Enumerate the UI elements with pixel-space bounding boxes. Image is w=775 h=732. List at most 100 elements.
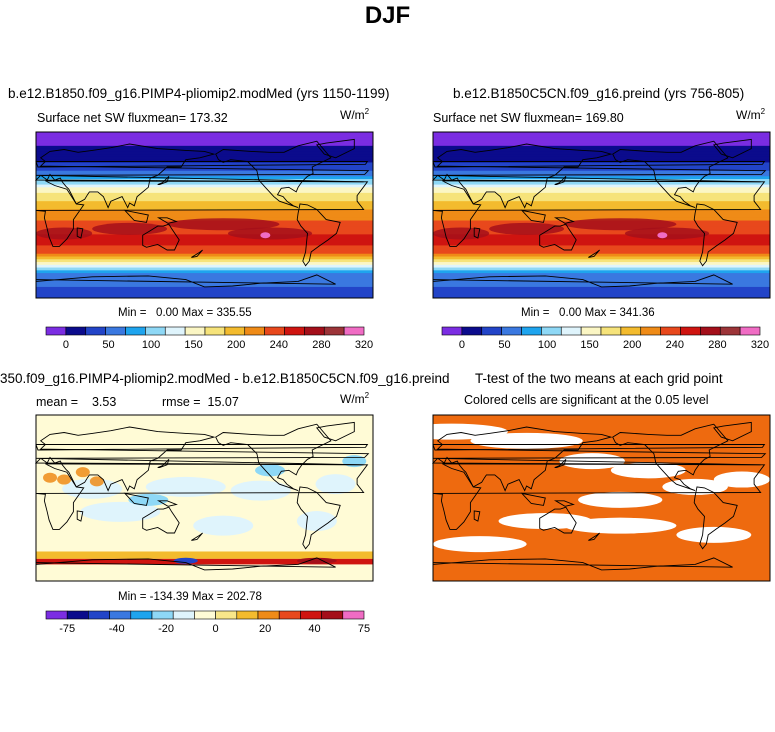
flux-band	[433, 143, 770, 147]
flux-band	[433, 206, 770, 210]
flux-band	[433, 192, 770, 197]
flux-band	[433, 134, 770, 138]
colorbar-swatch	[481, 326, 502, 336]
flux-band	[433, 278, 770, 282]
flux-peak	[260, 232, 271, 239]
landmass-2	[539, 223, 577, 251]
landmass-7	[553, 217, 575, 224]
panel3-title: 350.f09_g16.PIMP4-pliomip2.modMed - b.e1…	[0, 371, 450, 386]
panel2-units: W/m2	[736, 107, 766, 122]
diff-negative-area	[128, 493, 169, 506]
flux-peak	[657, 232, 668, 239]
colorbar-tick-label: 0	[63, 339, 69, 351]
landmass-3	[612, 423, 729, 492]
landmass-3	[612, 140, 729, 209]
flux-maximum	[624, 227, 710, 240]
flux-band	[433, 195, 770, 199]
not-significant-area	[713, 471, 770, 488]
panel1-map	[34, 131, 374, 299]
flux-band	[36, 248, 373, 252]
flux-band	[36, 273, 373, 277]
landmass-3	[215, 423, 332, 492]
flux-band	[36, 295, 373, 299]
flux-band	[36, 154, 373, 158]
diff-negative-area	[230, 480, 291, 501]
flux-band	[433, 148, 770, 152]
map-frame	[35, 414, 374, 582]
flux-maximum	[489, 222, 565, 235]
colorbar-swatch	[109, 610, 132, 620]
flux-band	[433, 231, 770, 235]
landmass-10	[473, 510, 481, 522]
landmass-6	[520, 209, 546, 223]
flux-band	[36, 143, 373, 147]
not-significant-area	[564, 517, 677, 534]
colorbar-tick-label: 320	[751, 339, 769, 351]
landmass-3	[215, 140, 332, 209]
flux-band	[36, 270, 373, 274]
colorbar-swatch	[441, 326, 463, 336]
flux-band	[36, 234, 373, 238]
colorbar-tick-label: 240	[666, 339, 684, 351]
colorbar-tick-label: 280	[708, 339, 726, 351]
diff-positive-area	[89, 476, 104, 487]
flux-maximum	[167, 218, 280, 231]
flux-band	[433, 162, 770, 166]
panel4-map	[395, 414, 771, 582]
diff-negative-area	[145, 476, 226, 497]
flux-band	[433, 289, 770, 293]
flux-band	[36, 262, 373, 266]
flux-band	[36, 284, 373, 288]
landmass-8	[157, 175, 170, 186]
colorbar-swatch	[300, 610, 322, 620]
colorbar-swatch	[172, 610, 195, 620]
landmass-5	[712, 138, 752, 159]
colorbar-tick-label: 150	[184, 339, 202, 351]
colorbar-tick-label: 150	[580, 339, 598, 351]
flux-band	[433, 253, 770, 257]
flux-maximum	[433, 227, 490, 240]
colorbar-tick-label: 320	[355, 339, 373, 351]
landmass-6	[123, 209, 149, 223]
landmass-4	[693, 486, 738, 550]
flux-band	[433, 264, 770, 268]
flux-band	[36, 187, 373, 191]
coastlines	[431, 421, 767, 581]
panel2-subtitle: Surface net SW fluxmean= 169.80	[433, 111, 624, 125]
colorbar-swatch	[541, 326, 562, 336]
colorbar-swatch	[184, 326, 206, 336]
diff-negative-area	[255, 464, 286, 477]
diff-maximum	[296, 557, 337, 564]
flux-band	[36, 215, 373, 219]
diff-positive-area	[57, 474, 72, 485]
flux-band	[36, 253, 373, 257]
map-frame	[432, 131, 771, 299]
diff-positive-area	[43, 472, 58, 483]
landmass-2	[539, 506, 577, 534]
colorbar-tick-label: 20	[259, 623, 271, 635]
flux-band	[433, 250, 770, 255]
diff-negative-area	[62, 478, 123, 499]
flux-band	[36, 132, 373, 136]
flux-band	[36, 250, 373, 255]
panel4-title: T-test of the two means at each grid poi…	[475, 371, 723, 386]
landmass-10	[76, 510, 84, 522]
flux-band	[433, 270, 770, 274]
not-significant-area	[395, 423, 508, 440]
colorbar-swatch	[640, 326, 661, 336]
flux-band	[36, 170, 373, 174]
colorbar-swatch	[680, 326, 701, 336]
colorbar-tick-label: 75	[358, 623, 370, 635]
landmass-10	[76, 227, 84, 239]
landmass-7	[156, 217, 178, 224]
flux-band	[36, 162, 373, 166]
flux-band	[433, 184, 770, 188]
flux-band	[433, 187, 770, 191]
colorbar-swatch	[739, 326, 761, 336]
colorbar-swatch	[580, 326, 602, 336]
panel3-colorbar: -75 -40 -20 0 20 40 75	[45, 610, 370, 635]
colorbar-swatch	[244, 326, 265, 336]
panel3-map	[34, 414, 374, 582]
flux-maximum	[92, 222, 168, 235]
flux-band	[36, 165, 373, 169]
